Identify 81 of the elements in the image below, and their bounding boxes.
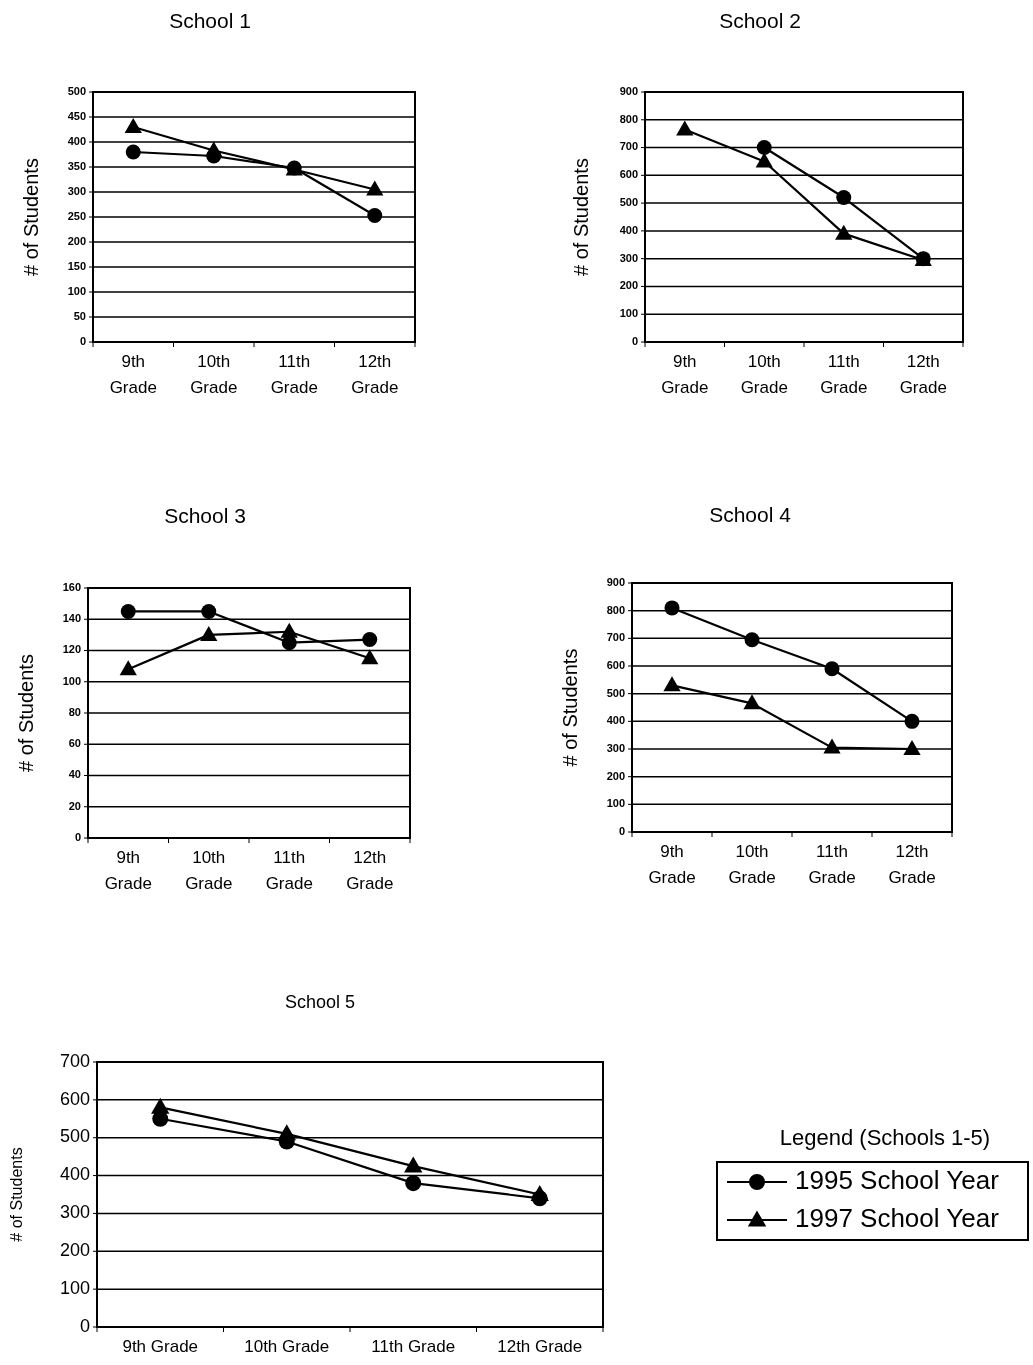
chart-title: School 5 bbox=[284, 992, 356, 1012]
x-tick-label: 12th Grade bbox=[346, 848, 394, 893]
y-tick-label: 400 bbox=[67, 134, 86, 147]
y-tick-label: 60 bbox=[68, 737, 81, 750]
y-tick-label: 100 bbox=[619, 307, 638, 320]
x-tick-label: 12th Grade bbox=[888, 842, 936, 887]
legend-label: 1997 School Year bbox=[795, 1202, 1000, 1233]
y-tick-label: 900 bbox=[619, 84, 638, 97]
x-tick-label: 10th Grade bbox=[728, 842, 776, 887]
y-tick-label: 0 bbox=[631, 334, 638, 347]
y-tick-label: 300 bbox=[619, 251, 638, 264]
chart-title: School 1 bbox=[169, 9, 251, 32]
y-tick-label: 450 bbox=[67, 109, 86, 122]
legend-title: Legend (Schools 1-5) bbox=[779, 1125, 991, 1150]
chart-title: School 4 bbox=[709, 503, 792, 526]
y-axis-title: # of Students bbox=[8, 1147, 26, 1242]
y-tick-label: 140 bbox=[62, 612, 81, 625]
y-tick-label: 40 bbox=[68, 768, 81, 781]
y-tick-label: 0 bbox=[618, 824, 625, 837]
y-tick-label: 100 bbox=[606, 797, 625, 810]
x-tick-label: 9th Grade bbox=[661, 352, 709, 397]
y-tick-label: 150 bbox=[67, 259, 86, 272]
x-tick-label: 9th Grade bbox=[122, 1337, 199, 1356]
x-tick-label: 11th Grade bbox=[820, 352, 868, 397]
y-tick-label: 600 bbox=[619, 168, 638, 181]
y-tick-label: 200 bbox=[59, 1240, 90, 1261]
chart-title: School 2 bbox=[719, 9, 801, 32]
legend-label: 1995 School Year bbox=[795, 1164, 1000, 1195]
y-tick-label: 0 bbox=[79, 1315, 90, 1336]
x-tick-label: 9th Grade bbox=[648, 842, 696, 887]
x-tick-label: 12th Grade bbox=[497, 1337, 583, 1356]
y-tick-label: 700 bbox=[59, 1050, 90, 1071]
x-tick-label: 11th Grade bbox=[270, 352, 318, 397]
y-tick-label: 50 bbox=[73, 309, 86, 322]
y-axis-title: # of Students bbox=[570, 158, 593, 276]
x-tick-label: 10th Grade bbox=[740, 352, 788, 397]
y-tick-label: 900 bbox=[606, 575, 625, 588]
y-tick-label: 700 bbox=[606, 631, 625, 644]
y-tick-label: 400 bbox=[619, 223, 638, 236]
y-tick-label: 500 bbox=[619, 196, 638, 209]
y-tick-label: 0 bbox=[74, 830, 81, 843]
y-tick-label: 800 bbox=[606, 603, 625, 616]
y-tick-label: 500 bbox=[606, 686, 625, 699]
y-axis-title: # of Students bbox=[20, 158, 43, 276]
y-axis-title: # of Students bbox=[15, 654, 38, 772]
y-tick-label: 250 bbox=[67, 209, 86, 222]
y-tick-label: 160 bbox=[62, 580, 81, 593]
y-tick-label: 80 bbox=[68, 705, 81, 718]
y-tick-label: 300 bbox=[67, 184, 86, 197]
y-tick-label: 120 bbox=[62, 643, 81, 656]
y-tick-label: 0 bbox=[79, 334, 86, 347]
y-tick-label: 600 bbox=[59, 1088, 90, 1109]
x-tick-label: 12th Grade bbox=[351, 352, 399, 397]
y-tick-label: 200 bbox=[619, 279, 638, 292]
y-tick-label: 400 bbox=[606, 714, 625, 727]
y-tick-label: 20 bbox=[68, 799, 81, 812]
y-tick-label: 800 bbox=[619, 112, 638, 125]
y-tick-label: 300 bbox=[59, 1202, 90, 1223]
y-tick-label: 600 bbox=[606, 658, 625, 671]
x-tick-label: 11th Grade bbox=[371, 1337, 456, 1356]
x-tick-label: 11th Grade bbox=[808, 842, 856, 887]
x-tick-label: 10th Grade bbox=[190, 352, 238, 397]
x-tick-label: 10th Grade bbox=[244, 1337, 330, 1356]
x-tick-label: 10th Grade bbox=[185, 848, 233, 893]
y-tick-label: 300 bbox=[606, 741, 625, 754]
y-tick-label: 350 bbox=[67, 159, 86, 172]
y-tick-label: 700 bbox=[619, 140, 638, 153]
y-tick-label: 200 bbox=[67, 234, 86, 247]
x-tick-label: 12th Grade bbox=[899, 352, 947, 397]
y-tick-label: 200 bbox=[606, 769, 625, 782]
x-tick-label: 9th Grade bbox=[109, 352, 157, 397]
x-tick-label: 11th Grade bbox=[265, 848, 313, 893]
y-tick-label: 100 bbox=[67, 284, 86, 297]
chart-title: School 3 bbox=[164, 504, 246, 527]
y-axis-title: # of Students bbox=[559, 648, 582, 767]
x-tick-label: 9th Grade bbox=[104, 848, 152, 893]
y-tick-label: 400 bbox=[59, 1164, 90, 1185]
y-tick-label: 500 bbox=[59, 1126, 90, 1147]
y-tick-label: 100 bbox=[59, 1277, 90, 1298]
y-tick-label: 500 bbox=[67, 84, 86, 97]
y-tick-label: 100 bbox=[62, 674, 81, 687]
